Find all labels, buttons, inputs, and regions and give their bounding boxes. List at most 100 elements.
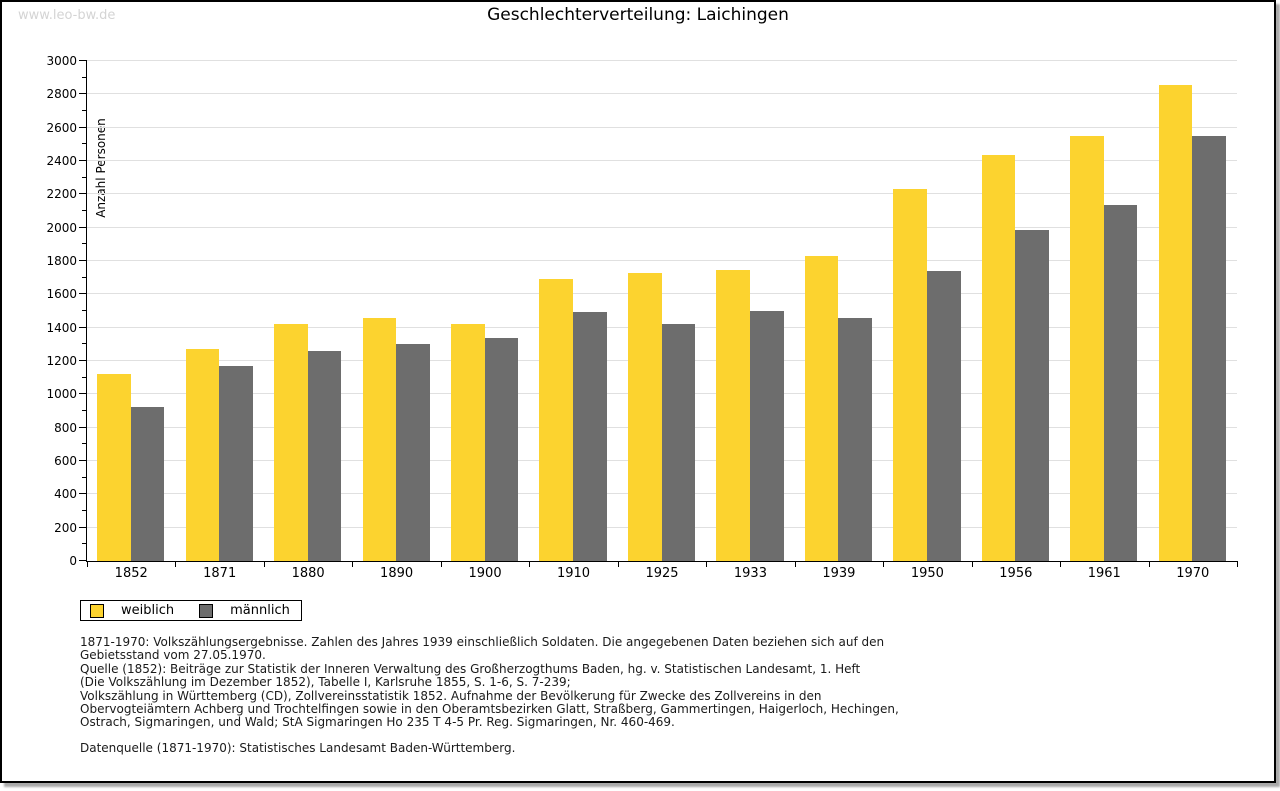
y-minor-tick: [82, 76, 87, 78]
note-line: Gebietsstand vom 27.05.1970.: [80, 648, 266, 663]
bar-weiblich: [981, 155, 1016, 561]
x-tick: [87, 561, 88, 567]
bar-maennlich: [750, 311, 784, 561]
gridline: [87, 293, 1237, 295]
y-major-tick: [79, 160, 87, 161]
note-line: (Die Volkszählung im Dezember 1852), Tab…: [80, 675, 571, 690]
x-tick-label: 1961: [1087, 566, 1121, 581]
y-major-tick: [79, 460, 87, 461]
x-tick-label: 1871: [203, 566, 237, 581]
watermark: www.leo-bw.de: [18, 8, 116, 23]
note-line: Ostrach, Sigmaringen, und Wald; StA Sigm…: [80, 715, 675, 730]
y-tick-label: 400: [54, 487, 77, 502]
y-major-tick: [79, 226, 87, 228]
note-line: Volkszählung in Württemberg (CD), Zollve…: [80, 688, 822, 703]
y-tick-label: 1800: [46, 254, 77, 268]
gridline: [87, 260, 1237, 261]
bar-maennlich: [219, 366, 253, 561]
legend-label-weiblich: weiblich: [121, 603, 175, 618]
bar-weiblich: [451, 323, 485, 561]
weiblich-swatch: [90, 603, 104, 618]
x-tick: [794, 561, 796, 567]
y-tick-label: 600: [54, 454, 77, 468]
bar-maennlich: [484, 337, 519, 561]
plot-area: Anzahl Personen 0 200 400 600 800 1000 1200 140…: [46, 54, 1238, 581]
y-major-tick: [79, 360, 87, 361]
bar-weiblich: [362, 317, 397, 561]
y-tick-label: 2000: [46, 220, 77, 235]
x-tick-label: 1890: [380, 566, 414, 581]
y-minor-tick: [82, 543, 87, 545]
y-major-tick: [79, 493, 87, 495]
x-tick-label: 1910: [556, 566, 591, 581]
x-tick: [617, 561, 619, 567]
y-major-tick: [79, 293, 87, 295]
note-line: Obervogteiämtern Achberg und Trochtelfin…: [80, 702, 899, 717]
y-tick-label: 2200: [46, 187, 77, 202]
bar-maennlich: [396, 344, 430, 561]
legend: weiblich männlich: [80, 600, 302, 621]
bar-maennlich: [926, 271, 961, 561]
y-minor-tick: [82, 243, 87, 245]
bar-weiblich: [185, 348, 220, 561]
y-major-tick: [79, 560, 87, 561]
gridline: [87, 93, 1237, 95]
bar-maennlich: [573, 311, 607, 561]
y-major-tick: [79, 426, 87, 428]
y-minor-tick: [82, 176, 87, 178]
x-tick-label: 1900: [468, 566, 502, 581]
bar-maennlich: [838, 317, 873, 561]
bar-weiblich: [804, 256, 839, 561]
y-minor-tick: [82, 376, 87, 378]
x-tick-label: 1950: [910, 566, 944, 581]
bar-maennlich: [1192, 136, 1226, 561]
y-major-tick: [79, 526, 87, 528]
x-tick-label: 1970: [1176, 566, 1210, 581]
x-tick: [1060, 561, 1062, 567]
datasource-line: Datenquelle (1871-1970): Statistisches L…: [80, 741, 516, 755]
bar-weiblich: [539, 278, 574, 561]
y-tick-label: 1000: [46, 387, 77, 402]
x-tick-label: 1925: [645, 566, 679, 581]
bar-weiblich: [274, 323, 308, 561]
x-tick: [529, 561, 531, 567]
gridline: [87, 126, 1237, 128]
bar-weiblich: [97, 374, 131, 561]
x-tick-label: 1956: [999, 566, 1033, 581]
notes-block: 1871-1970: Volkszählungsergebnisse. Zahl…: [80, 635, 899, 730]
x-tick: [263, 561, 265, 567]
y-tick-label: 2600: [46, 120, 77, 135]
y-major-tick: [79, 60, 87, 61]
bar-maennlich: [307, 351, 342, 561]
bar-weiblich: [716, 270, 750, 561]
y-major-tick: [79, 193, 87, 195]
bar-weiblich: [1070, 136, 1104, 561]
x-tick: [883, 561, 885, 567]
x-tick-label: 1852: [114, 566, 148, 581]
y-tick-label: 0: [69, 554, 77, 568]
y-minor-tick: [82, 343, 87, 345]
y-minor-tick: [82, 110, 87, 111]
x-tick: [1237, 561, 1238, 567]
y-tick-label: 1600: [46, 287, 77, 302]
x-tick: [706, 561, 708, 567]
maennlich-swatch: [199, 603, 214, 618]
bar-maennlich: [661, 323, 696, 561]
y-tick-label: 800: [54, 420, 77, 435]
bar-maennlich: [1015, 230, 1049, 561]
y-major-tick: [79, 393, 87, 395]
y-minor-tick: [82, 143, 87, 145]
y-tick-label: 2800: [46, 87, 77, 102]
note-line: 1871-1970: Volkszählungsergebnisse. Zahl…: [80, 635, 885, 649]
y-tick-label: 200: [54, 520, 77, 535]
x-tick: [1148, 561, 1150, 567]
y-minor-tick: [82, 410, 87, 411]
y-minor-tick: [82, 276, 87, 278]
gridline: [87, 193, 1237, 195]
bar-weiblich: [627, 272, 662, 561]
y-major-tick: [79, 260, 87, 261]
y-minor-tick: [82, 443, 87, 445]
chart-title: Geschlechterverteilung: Laichingen: [487, 5, 789, 25]
gridline: [87, 160, 1237, 161]
